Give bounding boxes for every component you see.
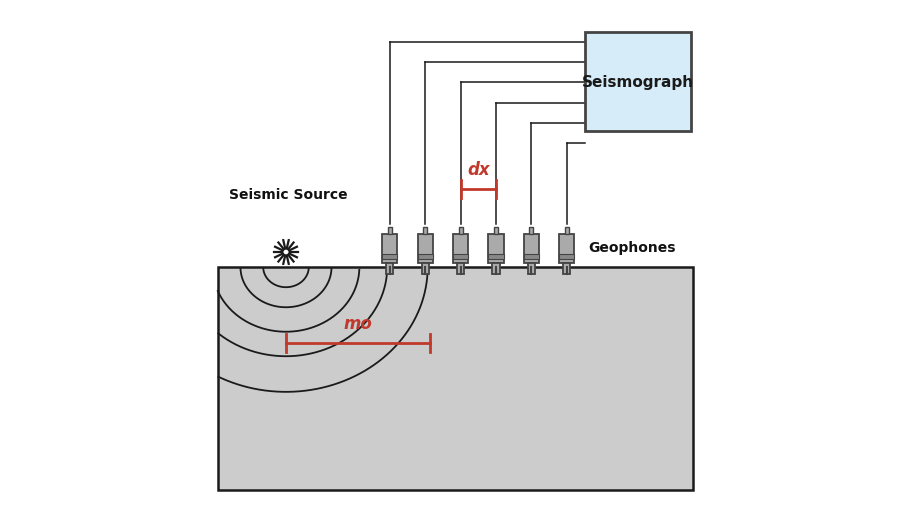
Bar [488,255,504,260]
Bar [423,227,427,234]
Bar [524,255,539,260]
Text: Seismograph: Seismograph [581,75,693,89]
Bar [565,227,568,234]
Bar [563,264,570,275]
Bar [493,264,499,275]
Bar [458,227,463,234]
Bar [559,255,575,260]
Text: dx: dx [467,160,489,178]
Bar [382,234,397,264]
Bar [524,234,539,264]
Text: Geophones: Geophones [589,240,676,255]
Text: mo: mo [343,314,373,332]
Bar [527,264,535,275]
Bar [453,234,468,264]
Bar [559,234,575,264]
Bar [422,264,429,275]
Bar [218,268,693,490]
Bar [585,33,691,131]
Bar [388,227,392,234]
Bar [488,234,504,264]
Text: Seismic Source: Seismic Source [230,188,348,202]
Bar [457,264,464,275]
Bar [417,255,433,260]
Bar [382,255,397,260]
Bar [494,227,498,234]
Bar [386,264,394,275]
Bar [453,255,468,260]
Bar [417,234,433,264]
Bar [529,227,534,234]
